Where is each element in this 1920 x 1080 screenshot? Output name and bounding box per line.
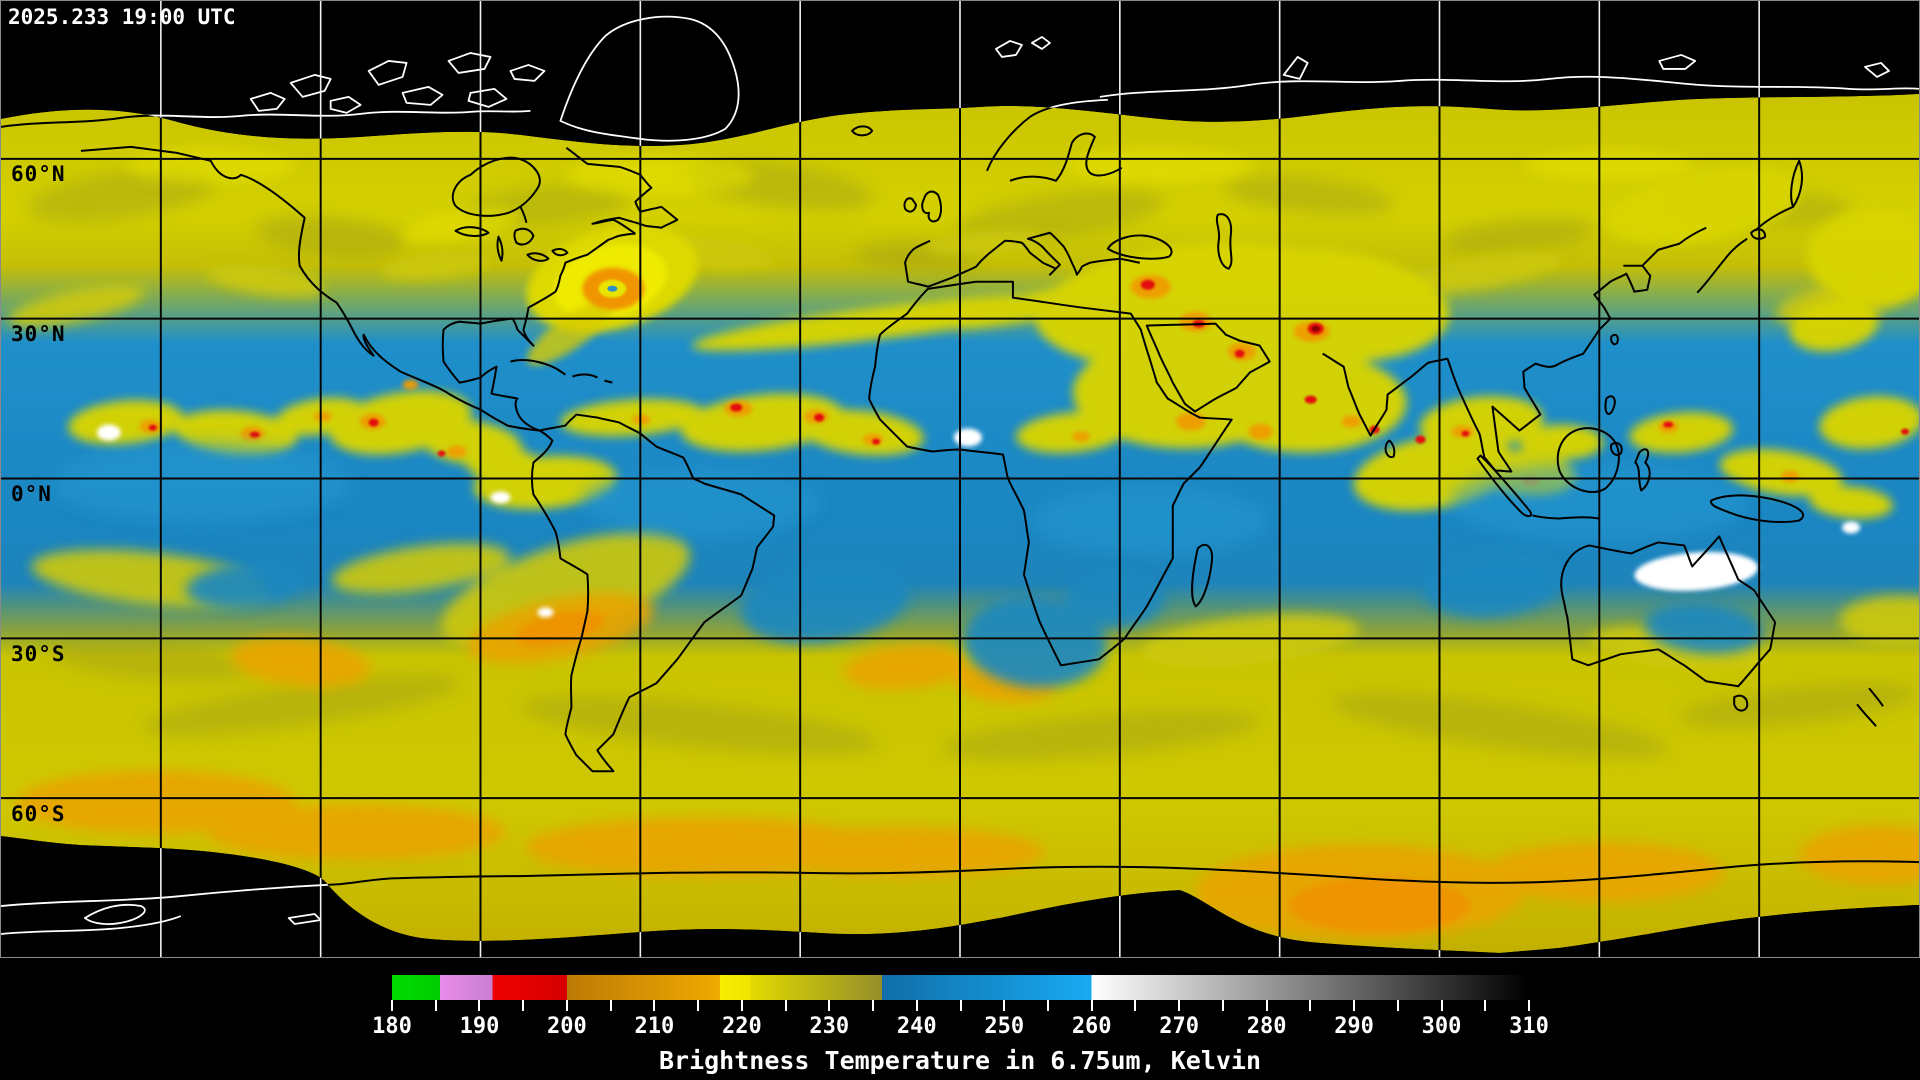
latitude-label: 30°S <box>11 642 66 666</box>
colorbar-tick-label: 210 <box>634 1014 675 1039</box>
colorbar-tick <box>1134 1000 1137 1011</box>
colorbar-tick <box>1046 1000 1049 1011</box>
colorbar-tick <box>478 1000 481 1011</box>
colorbar-tick <box>1484 1000 1487 1011</box>
colorbar-tick <box>1265 1000 1268 1011</box>
colorbar-tick <box>1528 1000 1530 1011</box>
colorbar-tick <box>1309 1000 1312 1011</box>
timestamp: 2025.233 19:00 UTC <box>8 5 236 29</box>
colorbar-tick <box>565 1000 568 1011</box>
colorbar-tick-label: 240 <box>896 1014 937 1039</box>
colorbar-tick <box>784 1000 787 1011</box>
latitude-label: 30°N <box>11 322 66 346</box>
colorbar-tick <box>1178 1000 1181 1011</box>
colorbar-footer: 180 190 200 210 220 230 240 250 260 270 280 290 300 3… <box>0 958 1920 1080</box>
colorbar-tick <box>391 1000 393 1011</box>
colorbar-tick-label: 180 <box>372 1014 412 1039</box>
latitude-label: 0°N <box>11 482 52 506</box>
colorbar-tick <box>609 1000 612 1011</box>
colorbar-tick-label: 290 <box>1334 1014 1374 1039</box>
colorbar-tick-label: 220 <box>721 1014 762 1039</box>
map-area: 2025.233 19:00 UTC 60°N 30°N 0°N 30°S 60°S <box>0 0 1920 958</box>
colorbar-tick-label: 200 <box>547 1014 587 1039</box>
colorbar-tick <box>828 1000 831 1011</box>
colorbar-caption: Brightness Temperature in 6.75um, Kelvin <box>658 1046 1262 1075</box>
colorbar-tick <box>1090 1000 1093 1011</box>
latitude-label: 60°N <box>11 162 66 186</box>
colorbar-tick <box>522 1000 525 1011</box>
colorbar-tick <box>959 1000 962 1011</box>
colorbar-tick-label: 260 <box>1071 1014 1112 1039</box>
colorbar-tick-label: 270 <box>1159 1014 1200 1039</box>
colorbar-gradient <box>392 975 1529 1000</box>
graticule-data <box>1 93 1919 954</box>
colorbar-tick-label: 190 <box>459 1014 500 1039</box>
colorbar-tick <box>915 1000 918 1011</box>
colorbar: 180 190 200 210 220 230 240 250 260 270 280 290 300 3… <box>372 975 1549 1041</box>
colorbar-tick <box>740 1000 743 1011</box>
colorbar-tick-label: 230 <box>809 1014 850 1039</box>
colorbar-tick-label: 300 <box>1421 1014 1462 1039</box>
colorbar-tick <box>1353 1000 1356 1011</box>
colorbar-tick <box>1003 1000 1006 1011</box>
colorbar-tick <box>697 1000 700 1011</box>
brightness-field <box>1 93 1919 954</box>
map-graphic <box>1 1 1919 957</box>
colorbar-tick-label: 310 <box>1509 1014 1549 1039</box>
colorbar-tick <box>653 1000 656 1011</box>
latitude-label: 60°S <box>11 802 66 826</box>
storm-spiral <box>526 225 699 366</box>
colorbar-tick <box>872 1000 875 1011</box>
colorbar-tick <box>1440 1000 1443 1011</box>
colorbar-tick <box>1221 1000 1224 1011</box>
colorbar-tick <box>434 1000 437 1011</box>
colorbar-tick <box>1396 1000 1399 1011</box>
colorbar-tick-label: 250 <box>984 1014 1025 1039</box>
colorbar-tick-label: 280 <box>1246 1014 1287 1039</box>
